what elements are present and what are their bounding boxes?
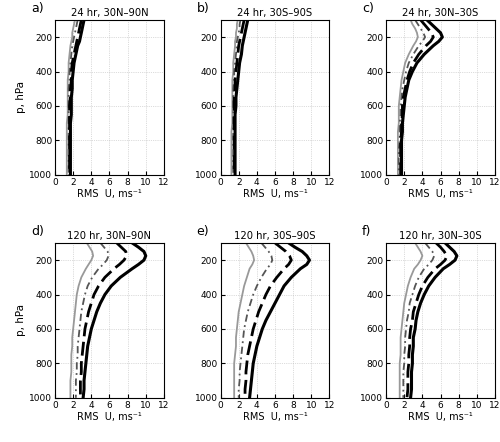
X-axis label: RMS  U, ms⁻¹: RMS U, ms⁻¹ <box>242 412 308 423</box>
Title: 24 hr, 30S–90S: 24 hr, 30S–90S <box>238 8 312 18</box>
Y-axis label: p, hPa: p, hPa <box>16 81 26 113</box>
Text: a): a) <box>31 2 44 15</box>
Text: d): d) <box>31 225 44 238</box>
Title: 120 hr, 30S–90S: 120 hr, 30S–90S <box>234 231 316 241</box>
X-axis label: RMS  U, ms⁻¹: RMS U, ms⁻¹ <box>408 189 473 199</box>
X-axis label: RMS  U, ms⁻¹: RMS U, ms⁻¹ <box>77 189 142 199</box>
X-axis label: RMS  U, ms⁻¹: RMS U, ms⁻¹ <box>408 412 473 423</box>
X-axis label: RMS  U, ms⁻¹: RMS U, ms⁻¹ <box>242 189 308 199</box>
Title: 120 hr, 30N–90N: 120 hr, 30N–90N <box>68 231 152 241</box>
Text: b): b) <box>196 2 209 15</box>
Text: c): c) <box>362 2 374 15</box>
Title: 24 hr, 30N–30S: 24 hr, 30N–30S <box>402 8 478 18</box>
Text: f): f) <box>362 225 372 238</box>
Text: e): e) <box>196 225 209 238</box>
X-axis label: RMS  U, ms⁻¹: RMS U, ms⁻¹ <box>77 412 142 423</box>
Y-axis label: p, hPa: p, hPa <box>16 305 26 336</box>
Title: 120 hr, 30N–30S: 120 hr, 30N–30S <box>399 231 482 241</box>
Title: 24 hr, 30N–90N: 24 hr, 30N–90N <box>70 8 148 18</box>
